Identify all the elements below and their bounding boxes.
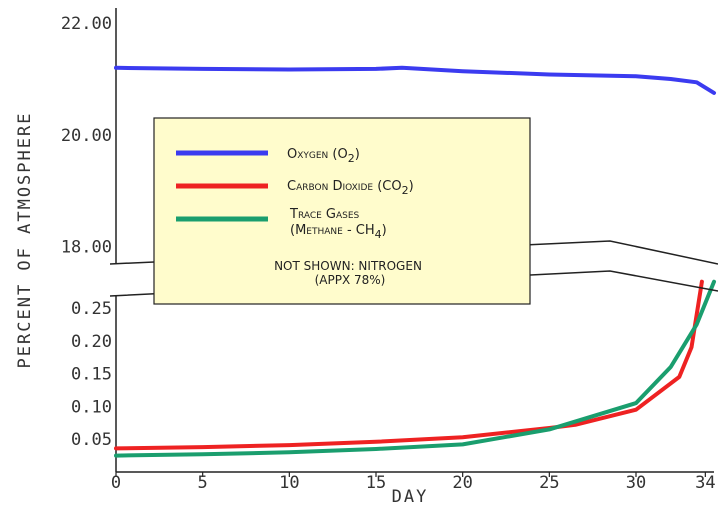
legend-label-trace: Trace Gases [289,207,360,222]
legend-label-co2-main: Carbon Dioxide (CO [287,179,402,194]
tick-labels: 0 5 10 15 20 25 30 34 18.00 20.00 22.00 0.05 0.10 0.1… [61,14,716,493]
x-tick-label-3: 15 [366,473,386,493]
x-tick-label-1: 5 [198,473,208,493]
x-tick-label-7: 34 [695,473,715,493]
legend-label-trace-line2: (Methane - CH4) [290,223,387,241]
legend-label-co2-tail: ) [409,179,414,194]
legend-label-trace-sub: 4 [375,228,382,241]
y-lower-tick-label-3: 0.20 [71,332,112,352]
axes-layer [115,8,714,473]
y-lower-tick-label-0: 0.05 [71,430,112,450]
x-tick-label-5: 25 [539,473,559,493]
legend-note-line2: (APPX 78%) [315,273,386,287]
y-upper-tick-label-0: 18.00 [61,237,112,257]
series-line-trace-gases [114,279,716,458]
legend-box [153,117,531,305]
y-lower-tick-label-1: 0.10 [71,397,112,417]
y-lower-tick-label-4: 0.25 [71,299,112,319]
series-lines [114,65,716,458]
y-lower-tick-label-2: 0.15 [71,365,112,385]
legend-label-co2-sub: 2 [402,184,409,197]
y-axis-title: PERCENT OF ATMOSPHERE [15,112,35,369]
x-tick-label-2: 10 [279,473,299,493]
y-upper-tick-label-2: 22.00 [61,14,112,34]
x-axis-title: DAY [392,487,429,507]
legend-label-oxygen-tail: ) [355,147,360,162]
y-upper-tick-label-1: 20.00 [61,126,112,146]
legend: Oxygen (O2) Carbon Dioxide (CO2) Trace G… [153,117,531,305]
series-line-oxygen [114,65,716,95]
series-line-carbon-dioxide [114,279,704,451]
legend-label-oxygen-main: Oxygen (O [287,147,348,162]
x-tick-label-6: 30 [626,473,646,493]
legend-label-trace-line2-main: (Methane - CH [290,223,375,238]
legend-label-co2: Carbon Dioxide (CO2) [287,179,414,197]
legend-note-line1: NOT SHOWN: NITROGEN [274,259,422,273]
x-tick-label-0: 0 [111,473,121,493]
legend-label-oxygen: Oxygen (O2) [287,147,360,165]
legend-label-oxygen-sub: 2 [348,152,355,165]
legend-label-trace-tail: ) [382,223,387,238]
x-tick-label-4: 20 [452,473,472,493]
